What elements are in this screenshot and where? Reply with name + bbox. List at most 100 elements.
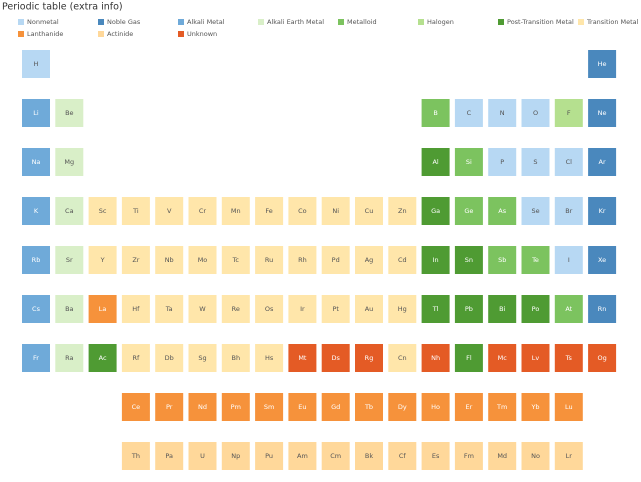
- element-symbol: Sm: [264, 403, 274, 411]
- legend-label: Alkali Metal: [187, 18, 225, 26]
- element-cell: [554, 99, 583, 127]
- element-symbol: Cn: [398, 354, 407, 362]
- element-symbol: Pt: [332, 305, 339, 313]
- element-symbol: H: [34, 60, 39, 68]
- element-symbol: Cf: [399, 452, 407, 460]
- legend-label: Nonmetal: [27, 18, 59, 26]
- element-symbol: Ag: [365, 256, 374, 264]
- element-cell: [355, 197, 383, 225]
- element-cell: [588, 295, 617, 323]
- element-symbol: Se: [531, 207, 539, 215]
- element-symbol: Rf: [132, 354, 140, 362]
- element-cell: [22, 99, 50, 127]
- element-symbol: Pd: [332, 256, 340, 264]
- element-cell: [388, 295, 417, 323]
- element-cell: [255, 442, 284, 470]
- element-symbol: Ca: [65, 207, 74, 215]
- element-symbol: Db: [165, 354, 174, 362]
- element-symbol: Pr: [166, 403, 173, 411]
- element-symbol: K: [34, 207, 39, 215]
- element-cell: [521, 442, 550, 470]
- element-symbol: Hs: [265, 354, 274, 362]
- element-cell: [388, 393, 417, 421]
- element-symbol: Po: [532, 305, 540, 313]
- element-cell: [188, 393, 217, 421]
- element-cell: [221, 442, 250, 470]
- legend-swatch: [18, 31, 24, 37]
- element-symbol: Am: [297, 452, 308, 460]
- element-cell: [388, 197, 417, 225]
- element-cell: [55, 197, 84, 225]
- element-symbol: Ru: [265, 256, 273, 264]
- element-symbol: Cr: [199, 207, 207, 215]
- element-symbol: U: [200, 452, 205, 460]
- element-cell: [454, 246, 483, 274]
- element-symbol: V: [167, 207, 172, 215]
- element-symbol: Bh: [232, 354, 241, 362]
- element-cell: [355, 344, 383, 372]
- element-symbol: Mn: [231, 207, 241, 215]
- element-symbol: Cm: [330, 452, 341, 460]
- element-cell: [521, 393, 550, 421]
- element-symbol: Ho: [431, 403, 440, 411]
- element-symbol: Br: [565, 207, 572, 215]
- element-symbol: Na: [32, 158, 41, 166]
- element-cell: [121, 442, 150, 470]
- element-cell: [88, 246, 117, 274]
- element-symbol: Fm: [464, 452, 474, 460]
- element-cell: [188, 295, 217, 323]
- element-cell: [488, 393, 517, 421]
- element-symbol: Y: [100, 256, 105, 264]
- element-cell: [121, 197, 150, 225]
- element-cell: [288, 393, 317, 421]
- element-cell: [554, 442, 583, 470]
- element-cell: [554, 344, 583, 372]
- element-symbol: Dy: [398, 403, 407, 411]
- element-symbol: Ge: [464, 207, 473, 215]
- element-symbol: Be: [65, 109, 73, 117]
- element-symbol: Nh: [431, 354, 440, 362]
- element-symbol: P: [500, 158, 504, 166]
- element-symbol: Cs: [32, 305, 41, 313]
- element-cell: [55, 148, 84, 176]
- element-cell: [88, 197, 117, 225]
- element-symbol: Mt: [298, 354, 307, 362]
- element-cell: [321, 344, 350, 372]
- element-symbol: Ar: [599, 158, 606, 166]
- element-symbol: C: [467, 109, 472, 117]
- element-symbol: Fl: [466, 354, 472, 362]
- element-cell: [155, 442, 184, 470]
- element-cell: [454, 442, 483, 470]
- element-symbol: Pm: [231, 403, 241, 411]
- element-symbol: Ac: [99, 354, 107, 362]
- element-cell: [121, 393, 150, 421]
- element-cell: [155, 295, 184, 323]
- element-symbol: Sr: [66, 256, 73, 264]
- legend-label: Post-Transition Metal: [507, 18, 574, 26]
- element-symbol: Te: [531, 256, 539, 264]
- element-cell: [388, 246, 417, 274]
- element-symbol: La: [99, 305, 107, 313]
- element-symbol: Nd: [198, 403, 207, 411]
- element-cell: [288, 344, 317, 372]
- element-cell: [88, 344, 117, 372]
- element-cell: [554, 295, 583, 323]
- element-symbol: Mo: [198, 256, 208, 264]
- element-cell: [355, 295, 383, 323]
- element-cell: [255, 393, 284, 421]
- element-symbol: Lu: [565, 403, 573, 411]
- element-symbol: Bk: [365, 452, 373, 460]
- element-cell: [355, 393, 383, 421]
- element-cell: [521, 99, 550, 127]
- element-symbol: Ts: [565, 354, 573, 362]
- element-cell: [321, 393, 350, 421]
- element-cell: [55, 246, 84, 274]
- element-symbol: Si: [466, 158, 472, 166]
- element-cell: [221, 393, 250, 421]
- element-symbol: Fe: [265, 207, 272, 215]
- element-symbol: Os: [265, 305, 274, 313]
- element-cell: [588, 99, 617, 127]
- element-cell: [321, 197, 350, 225]
